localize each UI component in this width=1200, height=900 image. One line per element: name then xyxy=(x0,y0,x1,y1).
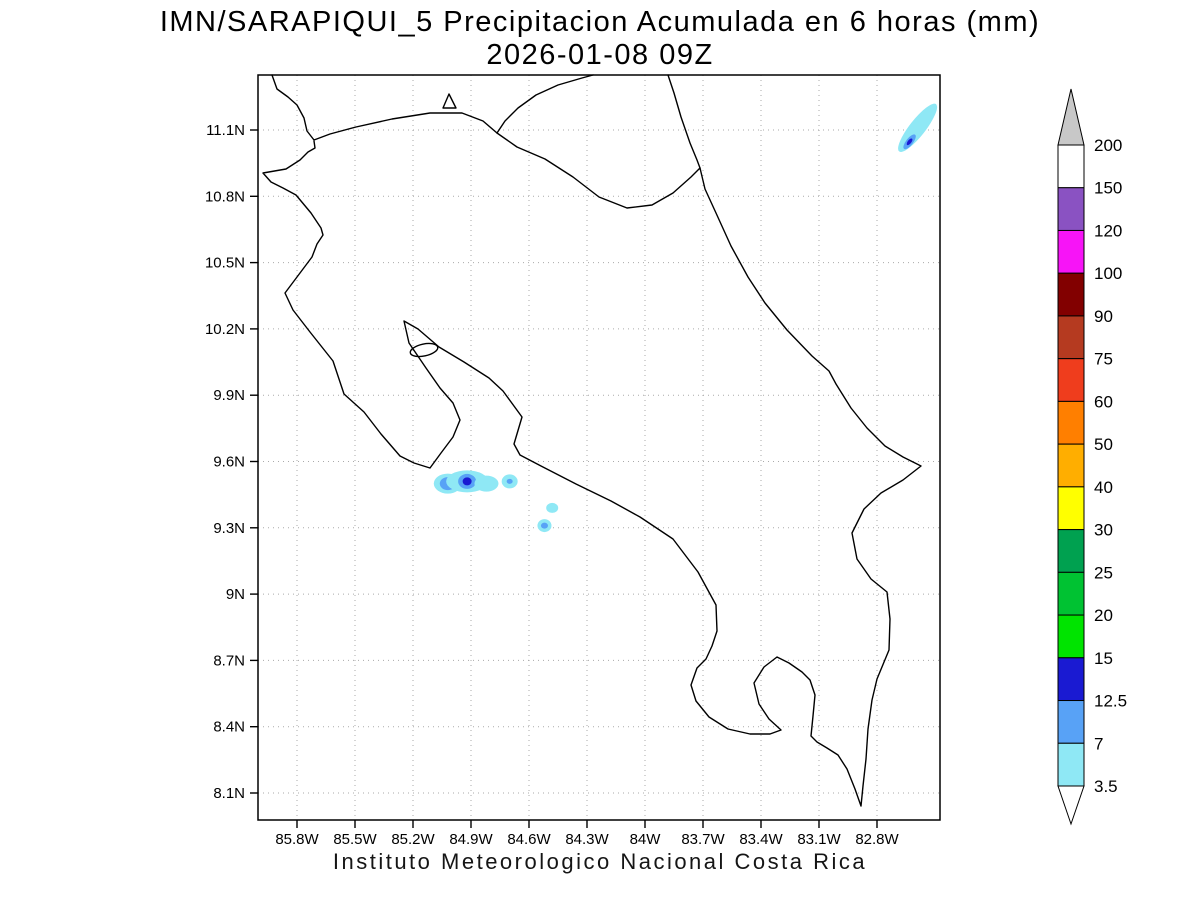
lat-tick-label: 8.1N xyxy=(213,785,245,802)
lat-tick-label: 11.1N xyxy=(206,122,245,139)
precip-cell-cluster-east xyxy=(474,475,499,492)
colorbar-band xyxy=(1057,358,1085,402)
colorbar-band xyxy=(1057,486,1085,531)
lon-tick-label: 83.4W xyxy=(739,831,783,848)
axes-layer: 85.8W 85.5W 85.2W 84.9W 84.6W 84.3W 84W 83.7W 83… xyxy=(205,122,900,848)
lon-tick-label: 82.8W xyxy=(855,831,899,848)
colorbar-band xyxy=(1057,571,1085,616)
costa-rica-coastline xyxy=(262,74,922,807)
colorbar-label: 60 xyxy=(1094,392,1113,411)
precip-cell-cell-84-5w-9-4n xyxy=(546,502,559,513)
colorbar-band xyxy=(1057,144,1085,189)
lat-tick-label: 9.3N xyxy=(213,520,245,537)
precip-cell-streak-caribbean-ne xyxy=(898,103,938,152)
colorbar-band xyxy=(1057,187,1085,231)
colorbar-label: 200 xyxy=(1094,136,1122,155)
colorbar-band xyxy=(1057,614,1085,659)
colorbar-label: 7 xyxy=(1094,734,1103,753)
coastlines-layer xyxy=(262,74,922,807)
colorbar-label: 12.5 xyxy=(1094,692,1127,711)
colorbar-label: 30 xyxy=(1094,521,1113,540)
lon-tick-label: 83.1W xyxy=(797,831,841,848)
colorbar-label: 120 xyxy=(1094,221,1122,240)
colorbar-label: 100 xyxy=(1094,264,1122,283)
colorbar-band xyxy=(1057,272,1085,317)
colorbar-label: 150 xyxy=(1094,179,1122,198)
colorbar-band xyxy=(1057,529,1085,573)
colorbar-label: 25 xyxy=(1094,563,1113,582)
plot-frame xyxy=(257,74,941,821)
colorbar-label: 75 xyxy=(1094,350,1113,369)
lat-tick-label: 10.5N xyxy=(205,255,245,272)
lat-tick-label: 8.7N xyxy=(213,652,245,669)
colorbar-band xyxy=(1057,443,1085,488)
lon-tick-label: 84.6W xyxy=(507,831,551,848)
lon-tick-label: 84W xyxy=(630,831,662,848)
colorbar-band xyxy=(1057,315,1085,360)
lat-tick-label: 10.2N xyxy=(205,321,245,338)
colorbar-band xyxy=(1057,229,1085,274)
colorbar-band xyxy=(1057,400,1085,445)
precip-cell-streak-caribbean-ne xyxy=(906,138,913,146)
lat-tick-label: 9.9N xyxy=(213,387,245,404)
lat-tick-label: 8.4N xyxy=(213,719,245,736)
lon-tick-label: 84.3W xyxy=(565,831,609,848)
nicaragua-caribbean-coast xyxy=(667,74,701,169)
lon-tick-label: 84.9W xyxy=(449,831,493,848)
lat-tick-label: 10.8N xyxy=(205,188,245,205)
lon-tick-label: 85.8W xyxy=(275,831,319,848)
precip-cell-cell-84-5w-9-3n xyxy=(540,522,548,529)
colorbar-band xyxy=(1057,657,1085,702)
colorbar-bottom-arrow xyxy=(1057,785,1085,826)
colorbar-label: 3.5 xyxy=(1094,777,1118,796)
chira-island-outline xyxy=(409,342,439,358)
chart-subtitle: 2026-01-08 09Z xyxy=(486,39,714,71)
colorbar-label: 40 xyxy=(1094,478,1113,497)
title-block: IMN/SARAPIQUI_5 Precipitacion Acumulada … xyxy=(0,6,1200,72)
colorbar-label: 15 xyxy=(1094,649,1113,668)
colorbar-band xyxy=(1057,742,1085,787)
gridlines-layer xyxy=(258,75,940,820)
chart-title: IMN/SARAPIQUI_5 Precipitacion Acumulada … xyxy=(159,6,1041,38)
lat-tick-label: 9N xyxy=(226,586,245,603)
precipitation-cells-layer xyxy=(433,103,938,533)
colorbar-label: 90 xyxy=(1094,307,1113,326)
colorbar-top-arrow xyxy=(1057,88,1085,146)
footer-caption: Instituto Meteorologico Nacional Costa R… xyxy=(332,849,868,874)
islet-marker xyxy=(442,93,457,109)
colorbar-band xyxy=(1057,700,1085,744)
lon-tick-label: 85.2W xyxy=(391,831,435,848)
colorbar-label: 20 xyxy=(1094,606,1113,625)
colorbar-label: 50 xyxy=(1094,435,1113,454)
precip-cell-cluster-center xyxy=(462,477,472,486)
lon-tick-label: 85.5W xyxy=(333,831,377,848)
lon-tick-label: 83.7W xyxy=(681,831,725,848)
colorbar: 200 150 120 100 90 75 60 50 40 30 25 20 15 12.5 7 3.5 xyxy=(1057,88,1127,826)
lake-nicaragua-shore xyxy=(496,74,594,134)
lat-tick-label: 9.6N xyxy=(213,454,245,471)
precip-cell-cell-84-7w xyxy=(506,478,513,484)
